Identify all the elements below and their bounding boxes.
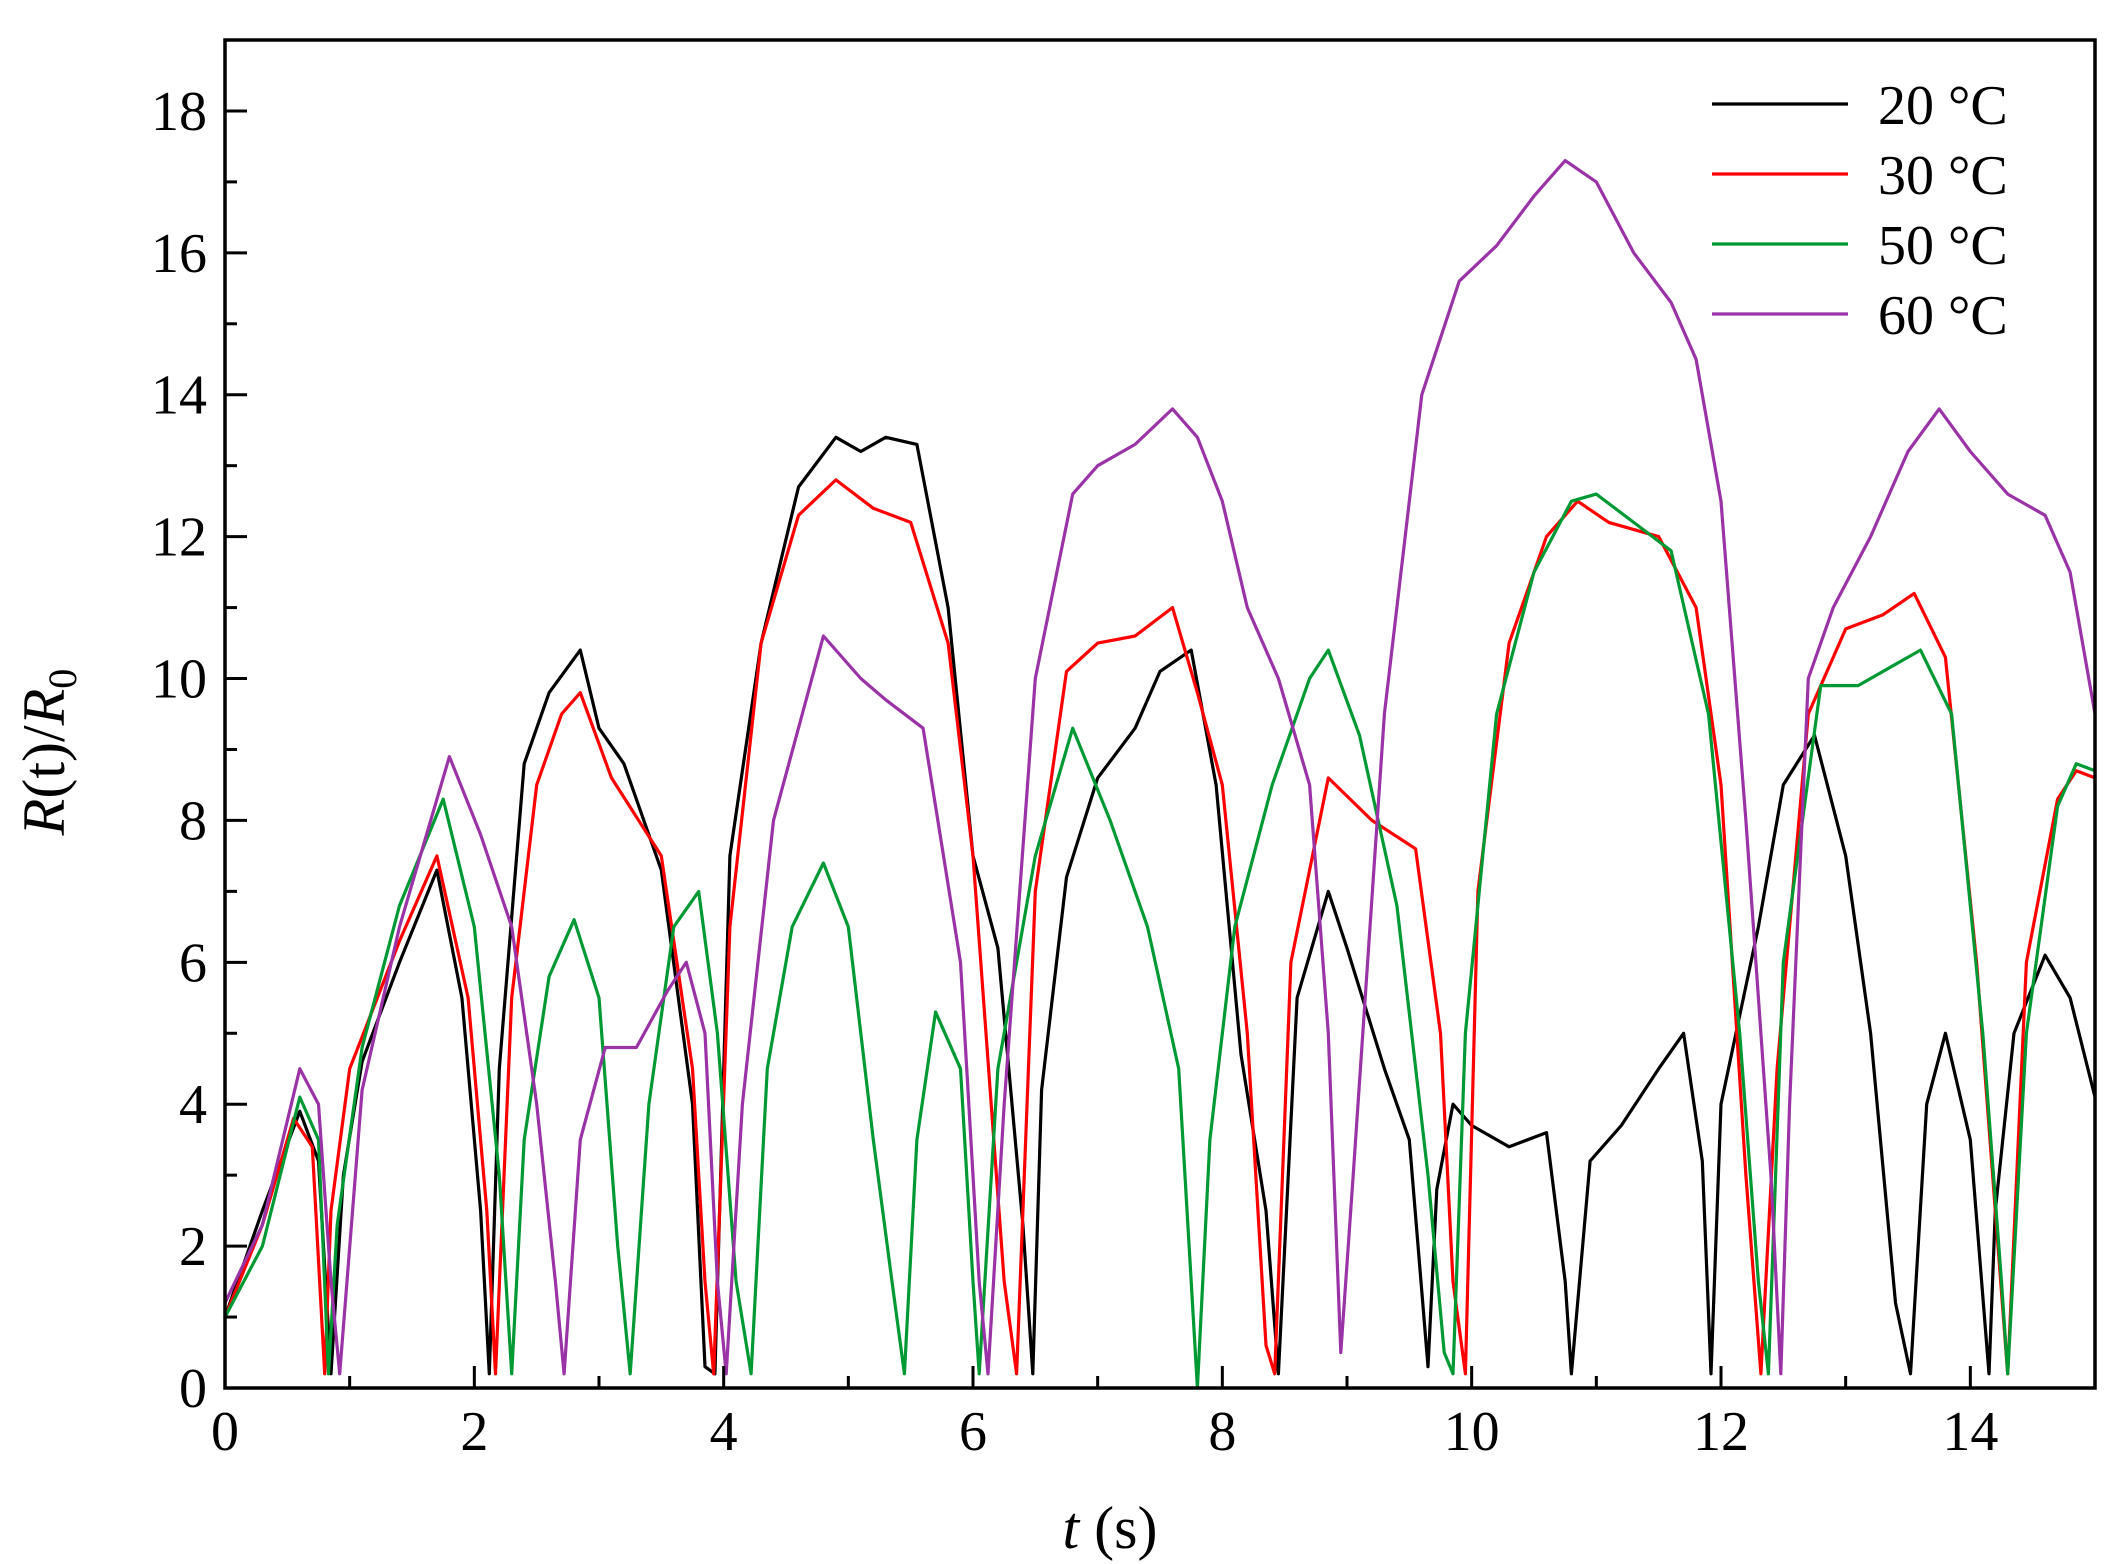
legend: 20 °C 30 °C 50 °C 60 °C — [1712, 75, 2008, 347]
plot-frame — [223, 38, 2097, 1390]
x-tick-label: 14 — [1942, 1401, 1998, 1463]
y-tick-label: 8 — [179, 790, 207, 852]
legend-label-3: 50 °C — [1878, 215, 2008, 277]
y-tick-label: 14 — [151, 365, 207, 427]
x-tick-label: 2 — [460, 1401, 488, 1463]
x-tick-label: 12 — [1693, 1401, 1749, 1463]
y-axis-label: R(t)/R0 — [11, 669, 85, 837]
y-tick-label: 0 — [179, 1358, 207, 1420]
x-tick-label: 10 — [1444, 1401, 1500, 1463]
y-axis-label-var2: R — [11, 689, 77, 727]
x-tick-label: 0 — [211, 1401, 239, 1463]
y-axis-label-sub: 0 — [40, 669, 85, 689]
x-tick-label: 4 — [710, 1401, 738, 1463]
y-tick-label: 2 — [179, 1216, 207, 1278]
tick-labels-layer: 0 2 4 6 8 10 12 14 0 2 4 6 8 10 12 14 16 18 — [151, 81, 1998, 1463]
x-axis-label-var: t — [1063, 1495, 1081, 1561]
series-layer — [223, 159, 2097, 1390]
y-tick-label: 10 — [151, 649, 207, 711]
series-line-3 — [223, 492, 2097, 1390]
y-tick-label: 6 — [179, 932, 207, 994]
y-tick-label: 18 — [151, 81, 207, 143]
x-tick-label: 6 — [959, 1401, 987, 1463]
ticks-layer — [223, 38, 2097, 1390]
y-tick-label: 16 — [151, 223, 207, 285]
x-tick-label: 8 — [1208, 1401, 1236, 1463]
legend-label-1: 20 °C — [1878, 75, 2008, 137]
y-tick-label: 12 — [151, 507, 207, 569]
y-axis-label-mid: (t)/ — [11, 725, 77, 799]
x-axis-label-unit: (s) — [1079, 1495, 1157, 1561]
series-line-2 — [223, 478, 2097, 1376]
series-line-4 — [223, 159, 2097, 1376]
x-axis-label: t (s) — [1063, 1495, 1158, 1561]
legend-label-4: 60 °C — [1878, 285, 2008, 347]
y-tick-label: 4 — [179, 1074, 207, 1136]
legend-label-2: 30 °C — [1878, 145, 2008, 207]
y-axis-label-var: R — [11, 799, 77, 837]
